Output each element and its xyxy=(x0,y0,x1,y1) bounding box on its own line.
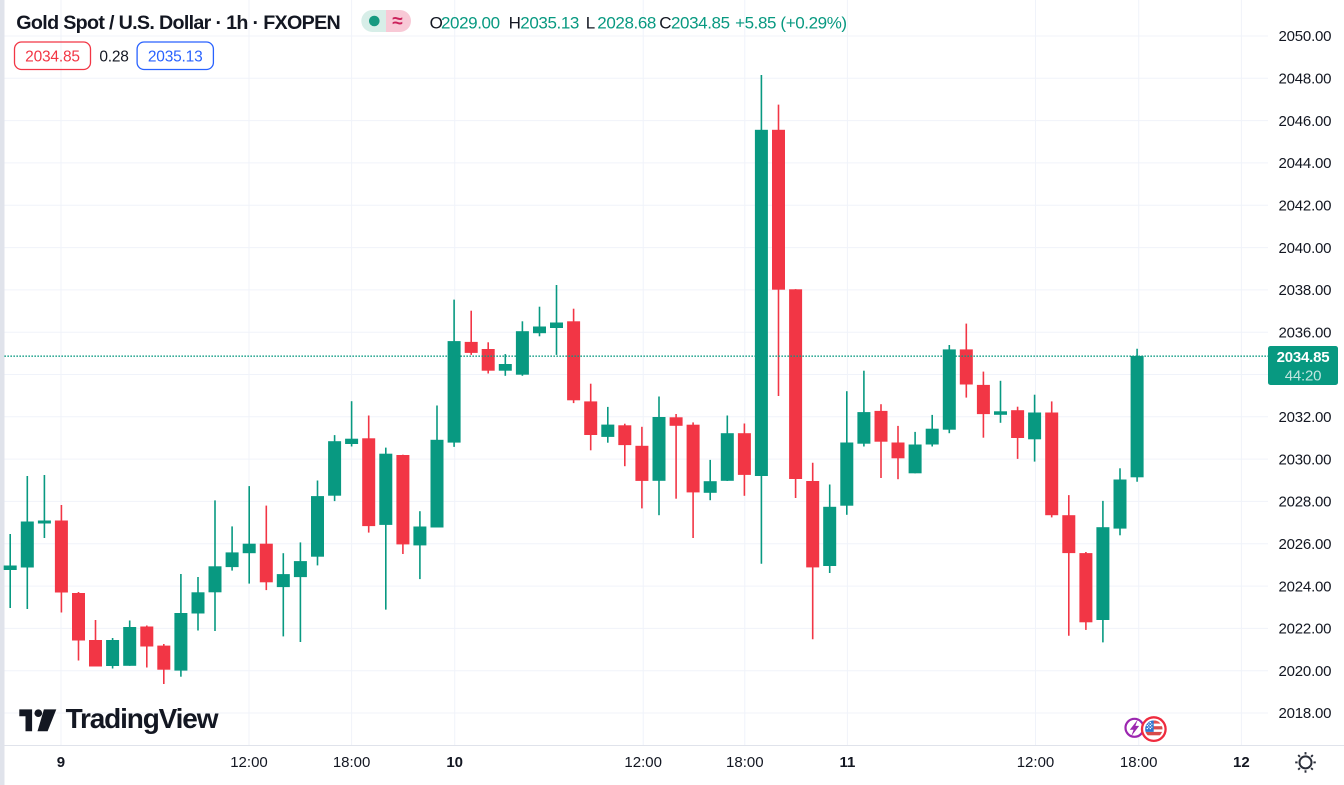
svg-text:12:00: 12:00 xyxy=(1017,754,1055,771)
svg-text:2020.00: 2020.00 xyxy=(1279,663,1332,680)
svg-text:+5.85 (+0.29%): +5.85 (+0.29%) xyxy=(735,14,847,33)
svg-text:2044.00: 2044.00 xyxy=(1279,155,1332,172)
svg-text:2030.00: 2030.00 xyxy=(1279,451,1332,468)
svg-text:2028.00: 2028.00 xyxy=(1279,494,1332,511)
svg-text:2034.85: 2034.85 xyxy=(1277,349,1330,366)
svg-text:2036.00: 2036.00 xyxy=(1279,324,1332,341)
svg-text:10: 10 xyxy=(446,754,463,771)
svg-text:H: H xyxy=(509,14,521,33)
svg-text:2026.00: 2026.00 xyxy=(1279,536,1332,553)
svg-text:2032.00: 2032.00 xyxy=(1279,409,1332,426)
svg-text:9: 9 xyxy=(57,754,65,771)
svg-text:0.28: 0.28 xyxy=(99,48,128,65)
svg-text:TradingView: TradingView xyxy=(66,703,219,734)
svg-text:2048.00: 2048.00 xyxy=(1279,71,1332,88)
svg-text:2038.00: 2038.00 xyxy=(1279,282,1332,299)
svg-text:18:00: 18:00 xyxy=(333,754,371,771)
svg-text:12:00: 12:00 xyxy=(230,754,268,771)
svg-text:2050.00: 2050.00 xyxy=(1279,28,1332,45)
svg-text:Gold Spot / U.S. Dollar · 1h ·: Gold Spot / U.S. Dollar · 1h · FXOPEN xyxy=(16,12,340,34)
svg-text:O: O xyxy=(430,14,443,33)
svg-text:18:00: 18:00 xyxy=(726,754,764,771)
svg-text:18:00: 18:00 xyxy=(1120,754,1158,771)
svg-text:2035.13: 2035.13 xyxy=(520,14,579,33)
svg-text:2028.68: 2028.68 xyxy=(597,14,656,33)
svg-text:44:20: 44:20 xyxy=(1285,367,1322,384)
svg-text:2029.00: 2029.00 xyxy=(441,14,500,33)
svg-text:≈: ≈ xyxy=(392,11,403,32)
svg-text:2022.00: 2022.00 xyxy=(1279,621,1332,638)
svg-text:2035.13: 2035.13 xyxy=(148,48,203,65)
svg-text:2024.00: 2024.00 xyxy=(1279,578,1332,595)
svg-text:11: 11 xyxy=(839,754,855,771)
svg-text:2018.00: 2018.00 xyxy=(1279,705,1332,722)
svg-text:2042.00: 2042.00 xyxy=(1279,197,1332,214)
svg-text:2040.00: 2040.00 xyxy=(1279,240,1332,257)
svg-text:12: 12 xyxy=(1233,754,1250,771)
svg-text:C: C xyxy=(659,14,671,33)
svg-text:2034.85: 2034.85 xyxy=(25,48,80,65)
svg-text:2034.85: 2034.85 xyxy=(671,14,730,33)
svg-text:12:00: 12:00 xyxy=(624,754,662,771)
svg-text:L: L xyxy=(586,14,595,33)
svg-text:2046.00: 2046.00 xyxy=(1279,113,1332,130)
